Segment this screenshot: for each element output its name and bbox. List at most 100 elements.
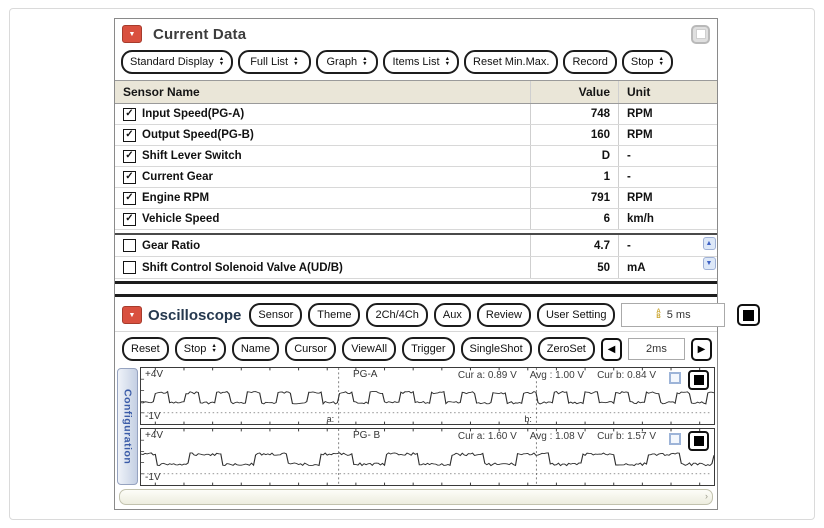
singleshot-button[interactable]: SingleShot [460,337,532,361]
channels-container: +4V PG-A -1V Cur a: 0.89 V Avg : 1.00 V Cur b… [140,367,715,486]
sensor-name: Input Speed(PG-A) [142,108,245,120]
column-unit: Unit [618,81,702,103]
theme-button[interactable]: Theme [308,303,361,327]
table-row[interactable]: ✓ Vehicle Speed 6 km/h [115,209,717,230]
sensor-value: 791 [530,188,618,208]
review-button[interactable]: Review [476,303,531,327]
column-scrollbar-space [702,81,717,103]
table-row[interactable]: ✓ Shift Lever Switch D - [115,146,717,167]
maximize-icon[interactable] [691,24,710,44]
table-row[interactable]: ✓ Current Gear 1- [115,167,717,188]
button-label: Trigger [411,343,446,355]
channel-visibility-checkbox[interactable] [669,372,681,384]
configuration-tab[interactable]: Configuration [117,368,138,485]
row-checkbox[interactable]: ✓ [123,191,136,205]
channel-plot-pg-a[interactable]: +4V PG-A -1V Cur a: 0.89 V Avg : 1.00 V Cur b… [140,367,715,425]
panel-splitter[interactable] [115,281,717,297]
standard-display-button[interactable]: Standard Display ▲ ▼ [121,50,234,74]
collapse-icon[interactable]: ▼ [122,306,142,324]
sensor-unit: mA [618,257,702,278]
cursor-button[interactable]: Cursor [285,337,337,361]
button-label: Theme [317,309,352,321]
sensor-value: 50 [530,257,618,278]
channel-stop-square-icon[interactable] [688,431,709,451]
button-label: Graph [326,56,358,68]
zeroset-button[interactable]: ZeroSet [537,337,595,361]
sensor-unit: RPM [618,104,702,124]
row-checkbox[interactable] [123,239,136,252]
table-row[interactable]: ✓ Engine RPM 791 RPM [115,188,717,209]
scroll-right-icon[interactable]: › [705,491,708,501]
sensor-name: Shift Control Solenoid Valve A(UD/B) [142,261,343,274]
graph-button[interactable]: Graph ▲ ▼ [315,50,379,74]
spinner-icon: ▲ ▼ [362,56,368,67]
sensor-name: Shift Lever Switch [142,150,242,162]
row-checkbox[interactable]: ✓ [123,212,136,226]
user-setting-button[interactable]: User Setting [536,303,616,327]
stop-button[interactable]: Stop ▲ ▼ [174,337,226,361]
scroll-up-icon[interactable]: ▲ [702,237,716,250]
diagnostic-window: ▼ Current Data Standard Display ▲ ▼ Full Li… [114,18,761,510]
channel-stop-square-icon[interactable] [688,370,709,390]
timebase-decrease-icon[interactable]: ◀ [600,337,623,361]
scroll-down-icon[interactable]: ▼ [702,257,716,270]
button-label: Full List [250,56,289,68]
button-label: Aux [442,309,462,321]
spinner-icon: ▲ ▼ [444,56,451,67]
name-button[interactable]: Name [231,337,280,361]
button-label: SingleShot [469,343,523,355]
button-label: Reset Min.Max. [473,56,550,68]
timebase-increase-icon[interactable]: ▶ [690,337,712,361]
reset-button[interactable]: Reset [122,337,169,361]
button-label: Standard Display [130,56,214,68]
row-checkbox[interactable]: ✓ [123,128,136,142]
column-sensor-name: Sensor Name [123,85,200,99]
table-row[interactable]: ✓ Input Speed(PG-A) 748 RPM [115,104,717,125]
spinner-icon: ▲ ▼ [293,56,299,67]
row-checkbox[interactable]: ✓ [123,170,136,184]
collapse-icon[interactable]: ▼ [122,25,142,43]
record-button[interactable]: Record [563,50,617,74]
sensor-rows-fixed: ✓ Input Speed(PG-A) 748 RPM ✓ Output Speed(PG… [115,104,717,230]
oscilloscope-toolbar-1: Sensor Theme 2Ch/4Ch Aux Review User Setting [249,303,616,327]
viewall-button[interactable]: ViewAll [342,337,397,361]
row-checkbox[interactable] [123,261,136,274]
sensor-unit: RPM [618,188,702,208]
2ch-4ch-button[interactable]: 2Ch/4Ch [366,303,428,327]
current-data-panel: ▼ Current Data Standard Display ▲ ▼ Full Li… [115,19,717,279]
channel-plot-pg-b[interactable]: +4V PG- B -1V Cur a: 1.60 V Avg : 1.08 V Cur … [140,428,715,486]
aux-button[interactable]: Aux [433,303,471,327]
horizontal-scrollbar[interactable]: › [119,489,713,505]
table-row[interactable]: Shift Control Solenoid Valve A(UD/B) 50 mA [115,257,717,279]
table-row[interactable]: ✓ Output Speed(PG-B) 160 RPM [115,125,717,146]
button-label: Review [485,309,522,321]
items-list-button[interactable]: Items List ▲ ▼ [383,50,460,74]
button-label: ViewAll [351,343,388,355]
sensor-unit: km/h [618,209,702,229]
button-label: Items List [392,56,440,68]
sensor-value: 4.7 [530,235,618,256]
table-row[interactable]: Gear Ratio 4.7- [115,235,717,257]
channel-visibility-checkbox[interactable] [669,433,681,445]
sensor-unit: - [618,235,702,256]
sensor-button[interactable]: Sensor [249,303,303,327]
spinner-icon: ▲ ▼ [211,343,217,354]
full-list-button[interactable]: Full List ▲ ▼ [238,50,311,74]
row-checkbox[interactable]: ✓ [123,149,136,163]
sensor-value: 6 [530,209,618,229]
current-data-title: Current Data [153,25,247,43]
sensor-name: Current Gear [142,171,213,183]
sensor-name: Vehicle Speed [142,213,220,225]
reset-min-max-button[interactable]: Reset Min.Max. [464,50,559,74]
scope-stop-square-icon[interactable] [737,304,761,326]
spinner-icon: ▲ ▼ [658,56,664,67]
sensor-unit: - [618,146,702,166]
column-value: Value [530,81,618,103]
trigger-button[interactable]: Trigger [402,337,455,361]
stop-button[interactable]: Stop ▲ ▼ [621,50,673,74]
sensor-value: 1 [530,167,618,187]
button-label: Reset [131,343,160,355]
row-checkbox[interactable]: ✓ [123,107,136,121]
